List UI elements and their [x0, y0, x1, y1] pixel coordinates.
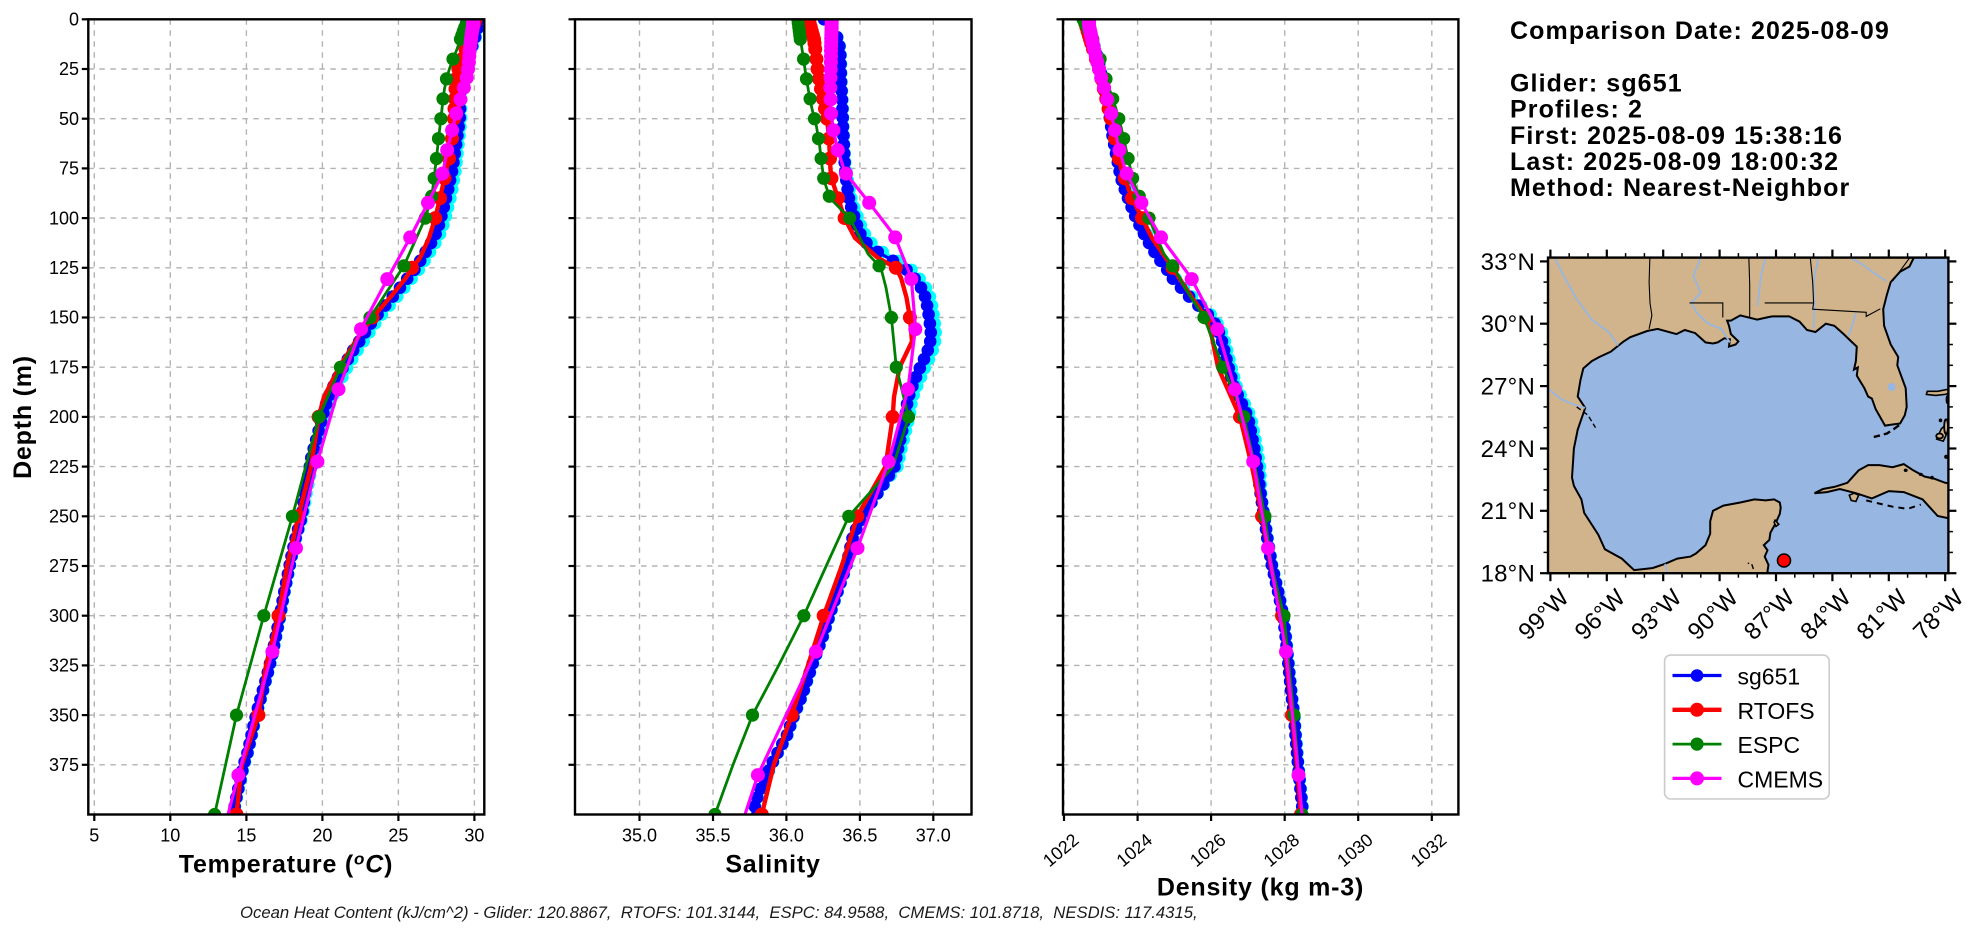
svg-text:175: 175: [49, 357, 79, 377]
svg-text:0: 0: [69, 10, 79, 30]
svg-text:50: 50: [59, 109, 79, 129]
svg-text:20: 20: [312, 825, 332, 845]
svg-text:21°N: 21°N: [1481, 498, 1535, 525]
svg-text:25: 25: [388, 825, 408, 845]
svg-text:Depth (m): Depth (m): [9, 355, 37, 479]
svg-text:150: 150: [49, 308, 79, 328]
svg-text:225: 225: [49, 457, 79, 477]
svg-text:25: 25: [59, 59, 79, 79]
svg-text:CMEMS: CMEMS: [1738, 766, 1824, 792]
svg-text:18°N: 18°N: [1481, 561, 1535, 588]
svg-text:15: 15: [236, 825, 256, 845]
svg-text:350: 350: [49, 705, 79, 725]
svg-text:sg651: sg651: [1738, 664, 1801, 690]
svg-text:Glider: sg651: Glider: sg651: [1510, 69, 1683, 97]
svg-text:30°N: 30°N: [1481, 311, 1535, 338]
svg-text:First: 2025-08-09 15:38:16: First: 2025-08-09 15:38:16: [1510, 122, 1843, 150]
svg-text:375: 375: [49, 755, 79, 775]
svg-text:35.5: 35.5: [695, 825, 730, 845]
svg-text:33°N: 33°N: [1481, 249, 1535, 276]
svg-text:250: 250: [49, 507, 79, 527]
svg-text:24°N: 24°N: [1481, 436, 1535, 463]
svg-text:75: 75: [59, 159, 79, 179]
svg-text:36.5: 36.5: [842, 825, 877, 845]
svg-text:125: 125: [49, 258, 79, 278]
svg-text:37.0: 37.0: [916, 825, 951, 845]
svg-text:30: 30: [464, 825, 484, 845]
svg-text:27°N: 27°N: [1481, 374, 1535, 401]
svg-text:35.0: 35.0: [622, 825, 657, 845]
svg-text:RTOFS: RTOFS: [1738, 698, 1815, 724]
svg-text:325: 325: [49, 656, 79, 676]
svg-text:Profiles: 2: Profiles: 2: [1510, 96, 1643, 124]
svg-text:Ocean Heat Content (kJ/cm^2) -: Ocean Heat Content (kJ/cm^2) - Glider: 1…: [240, 903, 1198, 922]
svg-text:Last: 2025-08-09 18:00:32: Last: 2025-08-09 18:00:32: [1510, 148, 1839, 176]
svg-text:300: 300: [49, 606, 79, 626]
svg-text:Comparison Date: 2025-08-09: Comparison Date: 2025-08-09: [1510, 17, 1890, 45]
svg-text:Salinity: Salinity: [725, 851, 820, 879]
svg-text:5: 5: [89, 825, 99, 845]
svg-text:10: 10: [160, 825, 180, 845]
svg-text:ESPC: ESPC: [1738, 732, 1801, 758]
svg-text:Density (kg m-3): Density (kg m-3): [1157, 874, 1364, 902]
svg-text:100: 100: [49, 208, 79, 228]
svg-text:275: 275: [49, 556, 79, 576]
svg-text:36.0: 36.0: [769, 825, 804, 845]
svg-text:200: 200: [49, 407, 79, 427]
svg-text:Method: Nearest-Neighbor: Method: Nearest-Neighbor: [1510, 174, 1850, 202]
